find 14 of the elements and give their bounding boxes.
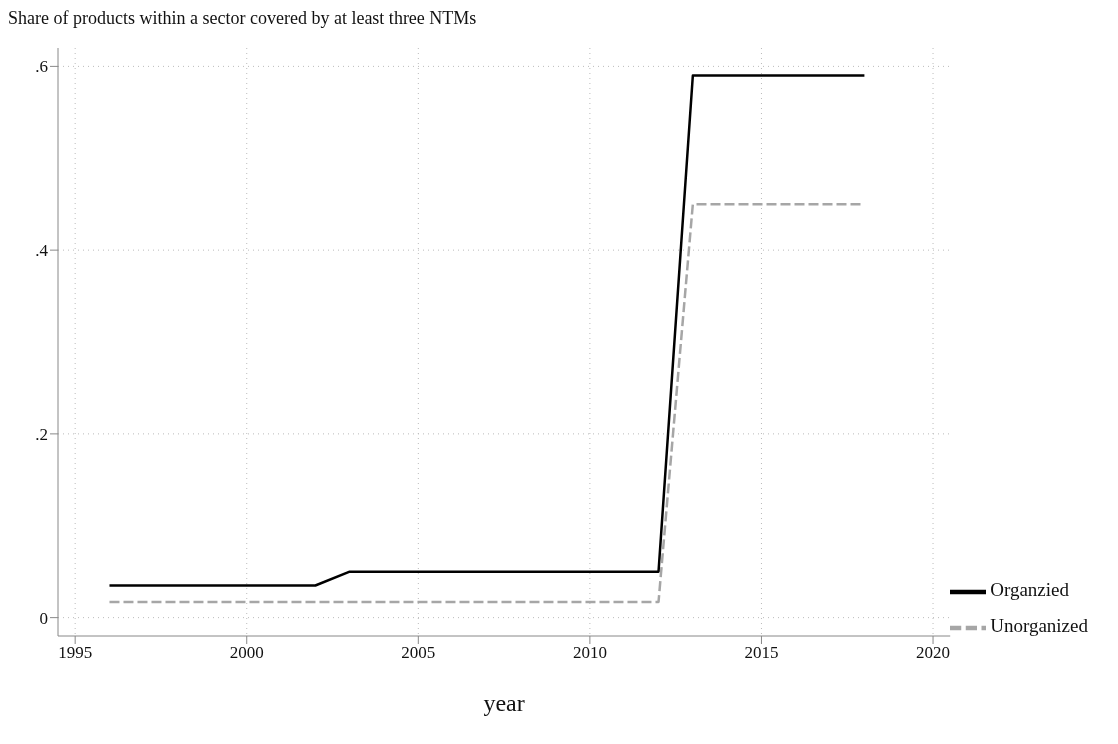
y-tick-label: .4 <box>35 241 49 261</box>
chart-title: Share of products within a sector covered by at least three NTMs <box>8 8 477 29</box>
x-tick-label: 2005 <box>401 643 436 663</box>
legend-label: Unorganized <box>990 615 1088 637</box>
legend-label: Organzied <box>990 579 1069 601</box>
y-tick-label: 0 <box>39 608 48 628</box>
x-tick-label: 2020 <box>916 643 951 663</box>
x-axis-title: year <box>483 690 525 716</box>
y-tick-label: .2 <box>35 424 48 444</box>
x-tick-label: 1995 <box>58 643 93 663</box>
x-tick-label: 2000 <box>229 643 264 663</box>
x-tick-label: 2015 <box>744 643 779 663</box>
x-tick-label: 2010 <box>572 643 607 663</box>
y-tick-label: .6 <box>35 57 48 77</box>
